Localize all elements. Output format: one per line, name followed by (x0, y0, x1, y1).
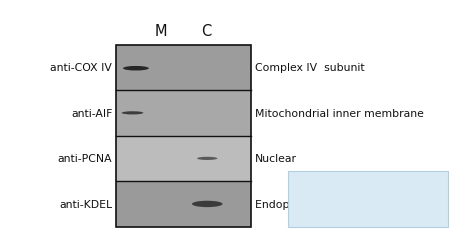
Ellipse shape (197, 157, 217, 160)
Bar (116, 181, 251, 227)
Text: C: C (201, 24, 211, 39)
Text: C: cytosol fraction: C: cytosol fraction (293, 204, 383, 214)
Text: Mitochondrial inner membrane: Mitochondrial inner membrane (255, 108, 424, 118)
Text: anti-AIF: anti-AIF (71, 108, 112, 118)
Bar (116, 45, 251, 91)
Ellipse shape (123, 67, 149, 71)
Text: anti-PCNA: anti-PCNA (58, 154, 112, 164)
Text: M: M (154, 24, 167, 39)
Bar (116, 45, 251, 227)
Bar (116, 136, 251, 181)
FancyBboxPatch shape (288, 171, 448, 227)
Text: Complex IV  subunit: Complex IV subunit (255, 63, 364, 73)
Ellipse shape (121, 112, 143, 115)
Bar (116, 91, 251, 136)
Text: Nuclear: Nuclear (255, 154, 297, 164)
Text: Endoplasmic reticulum: Endoplasmic reticulum (255, 199, 379, 209)
Ellipse shape (192, 201, 222, 207)
Text: anti-COX IV: anti-COX IV (50, 63, 112, 73)
Text: anti-KDEL: anti-KDEL (59, 199, 112, 209)
Text: M: mitochondrial fraction: M: mitochondrial fraction (293, 182, 419, 192)
